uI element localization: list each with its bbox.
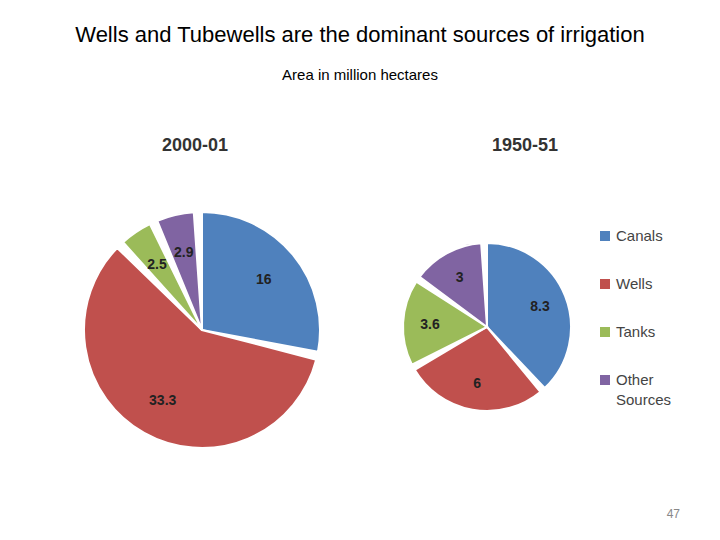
- html-text:Wells and Tubewells are the do: Wells and Tubewells are the dominant sou…: [75, 22, 645, 47]
- svg-text:2.5: 2.5: [147, 256, 167, 272]
- html-text:Wells: Wells: [616, 275, 653, 292]
- svg-text:8.3: 8.3: [530, 298, 550, 314]
- svg-text:3: 3: [456, 269, 464, 285]
- html-text:2000-01: 2000-01: [162, 135, 228, 155]
- svg-text:6: 6: [473, 375, 481, 391]
- svg-text:33.3: 33.3: [149, 392, 176, 408]
- html-text:47: 47: [666, 507, 680, 521]
- html-text:Area in million hectares: Area in million hectares: [282, 66, 438, 83]
- html-text:1950-51: 1950-51: [492, 135, 558, 155]
- html-text:Canals: Canals: [616, 227, 663, 244]
- svg-text:16: 16: [256, 271, 272, 287]
- html-text:Tanks: Tanks: [616, 323, 656, 340]
- svg-text:2.9: 2.9: [174, 244, 194, 260]
- html-text:Other Sources: Other Sources: [616, 371, 671, 408]
- svg-text:3.6: 3.6: [420, 316, 440, 332]
